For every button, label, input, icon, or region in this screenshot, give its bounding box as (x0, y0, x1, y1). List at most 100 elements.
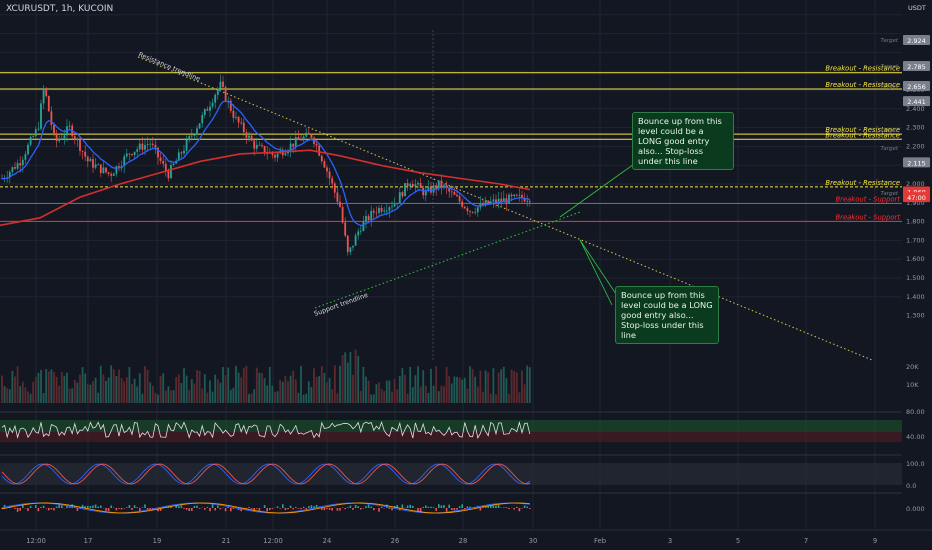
time-tick-11: 5 (736, 537, 740, 545)
volume-bar (8, 389, 11, 403)
macd-histogram-bar (380, 506, 383, 508)
macd-histogram-bar (425, 505, 427, 508)
macd-histogram-bar (503, 507, 505, 508)
candle-body (318, 145, 321, 156)
candle-body (406, 183, 409, 187)
callout-pointer-bottom (579, 239, 621, 301)
candle-body (37, 128, 40, 130)
macd-histogram-bar (451, 508, 453, 510)
price-tick: 2.300 (906, 124, 925, 132)
candle-body (528, 200, 531, 202)
macd-histogram-bar (193, 506, 196, 508)
macd-histogram-bar (289, 505, 292, 508)
candle-body (388, 207, 391, 211)
macd-histogram-bar (513, 508, 515, 510)
candle-body (149, 143, 152, 145)
volume-bar (170, 390, 172, 403)
candle-body (440, 180, 443, 187)
stoch-rsi-pane (0, 454, 902, 485)
price-tag-box-0 (903, 35, 930, 45)
macd-histogram-bar (198, 508, 201, 509)
volume-bar (414, 375, 417, 403)
candle-body (136, 149, 139, 152)
macd-histogram-bar (417, 508, 419, 512)
candle-body (513, 194, 516, 197)
candle-body (45, 88, 48, 97)
ema-slow-line (0, 149, 531, 227)
macd-histogram-bar (440, 505, 443, 508)
volume-bar (27, 391, 29, 403)
macd-histogram-bar (516, 506, 518, 508)
rsi-band-lower (0, 432, 902, 442)
volume-bar (331, 389, 334, 403)
volume-bar (370, 394, 373, 403)
volume-bar (53, 372, 55, 403)
volume-bar (255, 367, 258, 403)
candle-body (105, 167, 107, 173)
candle-body (489, 201, 492, 204)
volume-bar (294, 379, 297, 403)
candle-body (411, 183, 414, 187)
volume-bar (385, 380, 388, 403)
macd-histogram-bar (180, 505, 183, 508)
volume-bar (474, 376, 477, 403)
volume-bar (354, 349, 357, 403)
macd-histogram-bar (479, 508, 482, 511)
volume-bar (500, 369, 503, 403)
volume-bar (479, 370, 482, 403)
volume-bar (476, 386, 479, 403)
volume-bar (466, 388, 469, 403)
macd-histogram-bar (492, 505, 495, 508)
volume-bar (505, 378, 508, 403)
price-tick: 1.600 (906, 255, 925, 263)
macd-histogram-bar (115, 508, 118, 511)
macd-histogram-bar (464, 508, 466, 510)
candle-body (495, 199, 497, 204)
volume-bar (123, 381, 126, 403)
volume-bar (333, 365, 336, 403)
candle-body (42, 88, 45, 104)
macd-histogram-bar (490, 505, 492, 508)
candle-body (159, 157, 162, 161)
candle-body (128, 153, 131, 155)
time-tick-4: 12:00 (263, 537, 283, 545)
macd-histogram-bar (128, 505, 131, 508)
volume-bar (463, 377, 466, 403)
candle-body (190, 135, 193, 137)
volume-bar (227, 367, 230, 403)
volume-bar (37, 372, 40, 403)
macd-histogram-bar (118, 508, 120, 509)
candle-body (8, 171, 11, 178)
candle-body (357, 231, 360, 236)
price-tick: 2.400 (906, 105, 925, 113)
volume-bar (261, 372, 263, 403)
volume-bar (167, 386, 170, 403)
candle-body (367, 216, 370, 221)
candle-body (497, 198, 500, 204)
volume-bar (3, 386, 6, 403)
candle-body (284, 153, 287, 156)
level-label-2: Breakout - Resistance (825, 126, 900, 134)
candle-body (302, 136, 305, 141)
volume-bar (157, 394, 159, 403)
macd-histogram-bar (422, 507, 424, 508)
macd-histogram-bar (94, 504, 97, 508)
volume-bar (146, 369, 149, 403)
volume-bar (344, 352, 347, 403)
macd-histogram-bar (97, 506, 99, 508)
volume-bar (424, 385, 427, 403)
candle-body (115, 166, 118, 174)
volume-bar (73, 379, 76, 403)
time-tick-12: 7 (804, 537, 808, 545)
volume-bar (1, 375, 3, 403)
macd-histogram-bar (141, 507, 144, 508)
macd-histogram-bar (367, 504, 370, 508)
macd-histogram-bar (185, 508, 188, 510)
candle-body (29, 136, 32, 145)
volume-bar (305, 393, 308, 403)
volume-bar (443, 386, 445, 403)
candle-body (341, 206, 344, 223)
volume-bar (34, 377, 37, 403)
volume-bar (68, 388, 71, 403)
